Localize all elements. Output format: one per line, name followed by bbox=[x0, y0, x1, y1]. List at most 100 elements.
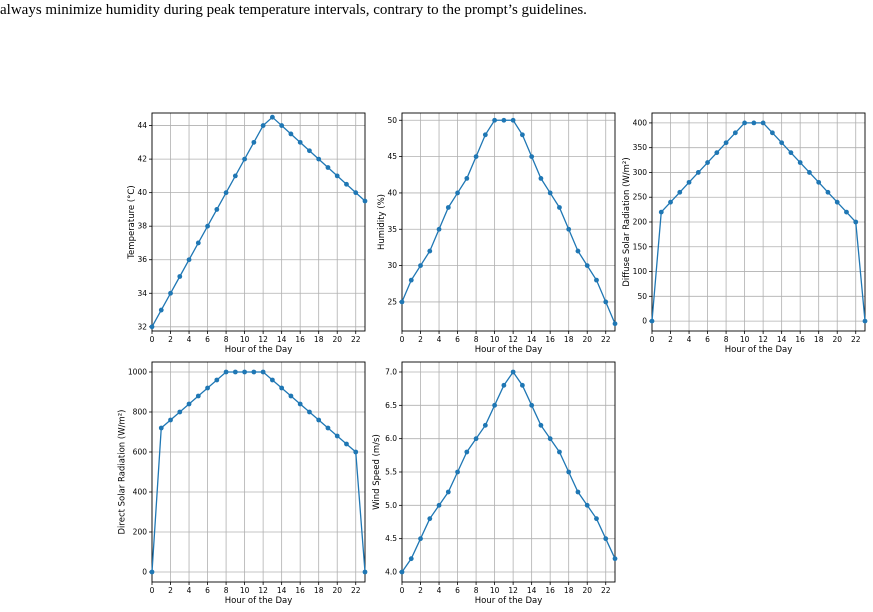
data-point bbox=[510, 117, 516, 123]
chart-panel-3: 0 2 4 6 8 10 12 14 16 18 20 22 0 50 100 150 200 250 300 350… bbox=[622, 112, 868, 355]
data-point bbox=[177, 274, 183, 279]
y-tick-label: 42 bbox=[137, 155, 147, 164]
x-tick-label: 0 bbox=[150, 335, 155, 344]
data-point bbox=[418, 263, 423, 268]
plot-frame bbox=[651, 112, 866, 332]
data-point bbox=[260, 123, 266, 128]
data-point bbox=[658, 209, 664, 215]
data-point bbox=[501, 382, 507, 388]
x-tick-label: 6 bbox=[705, 335, 710, 344]
data-point bbox=[186, 401, 192, 407]
data-point bbox=[316, 417, 322, 423]
x-tick-label: 16 bbox=[795, 335, 805, 344]
x-tick-label: 20 bbox=[832, 335, 842, 344]
x-tick-label: 4 bbox=[437, 586, 442, 595]
data-point bbox=[362, 198, 368, 204]
data-point bbox=[501, 117, 507, 123]
x-tick-label: 6 bbox=[205, 586, 210, 595]
data-point bbox=[519, 132, 525, 138]
data-point bbox=[742, 120, 748, 126]
data-point bbox=[168, 417, 173, 423]
plot-frame bbox=[401, 112, 616, 332]
data-point bbox=[149, 324, 155, 330]
y-axis-label: Diffuse Solar Radiation (W/m²) bbox=[622, 157, 632, 286]
data-point bbox=[584, 502, 590, 508]
x-tick-label: 6 bbox=[455, 335, 460, 344]
x-tick-label: 14 bbox=[527, 586, 537, 595]
data-point bbox=[214, 207, 220, 212]
y-tick-label: 6.5 bbox=[385, 401, 397, 410]
data-point bbox=[825, 189, 831, 195]
data-point bbox=[464, 176, 470, 181]
data-point bbox=[297, 401, 303, 407]
data-point bbox=[362, 569, 368, 575]
y-tick-label: 0 bbox=[142, 568, 147, 577]
x-tick-label: 2 bbox=[168, 586, 173, 595]
data-point bbox=[269, 377, 275, 383]
x-tick-label: 18 bbox=[564, 335, 574, 344]
data-point bbox=[269, 114, 275, 120]
y-tick-label: 45 bbox=[387, 152, 397, 161]
data-point bbox=[844, 209, 849, 215]
data-point bbox=[427, 248, 433, 254]
y-tick-label: 150 bbox=[633, 242, 648, 251]
data-point bbox=[538, 176, 544, 181]
data-point bbox=[205, 223, 210, 229]
data-point bbox=[769, 130, 775, 136]
y-tick-label: 800 bbox=[133, 408, 148, 417]
plot-frame bbox=[151, 112, 366, 332]
plot-frame bbox=[401, 361, 616, 583]
data-point bbox=[334, 173, 340, 179]
x-tick-label: 6 bbox=[455, 586, 460, 595]
data-point bbox=[325, 165, 331, 170]
x-tick-label: 16 bbox=[295, 335, 305, 344]
data-point bbox=[436, 502, 442, 508]
x-tick-label: 18 bbox=[564, 586, 574, 595]
x-tick-label: 18 bbox=[314, 586, 324, 595]
chart-panel-1: 0 2 4 6 8 10 12 14 16 18 20 22 32 34 36 38 40 42 44 Hour of… bbox=[127, 112, 368, 355]
data-point bbox=[242, 369, 248, 375]
data-point bbox=[566, 226, 572, 232]
data-point bbox=[158, 307, 164, 313]
data-point bbox=[223, 369, 229, 375]
y-tick-label: 38 bbox=[137, 222, 147, 231]
y-axis-label: Humidity (%) bbox=[377, 194, 387, 250]
y-tick-label: 32 bbox=[137, 322, 147, 331]
y-tick-label: 30 bbox=[387, 261, 397, 270]
x-tick-label: 20 bbox=[332, 335, 342, 344]
data-point bbox=[677, 189, 683, 195]
data-point bbox=[649, 318, 655, 324]
data-point bbox=[482, 422, 488, 428]
data-point bbox=[242, 156, 248, 162]
x-tick-label: 10 bbox=[240, 586, 250, 595]
plot-frame bbox=[151, 361, 366, 583]
series-line bbox=[401, 370, 616, 573]
data-point bbox=[612, 321, 618, 327]
data-point bbox=[177, 409, 183, 415]
data-point bbox=[529, 154, 535, 160]
data-point bbox=[557, 449, 562, 455]
data-point bbox=[436, 226, 442, 232]
data-point bbox=[205, 385, 210, 391]
y-tick-label: 5.0 bbox=[385, 501, 397, 510]
data-point bbox=[418, 536, 423, 542]
data-point bbox=[455, 190, 460, 196]
data-point bbox=[807, 170, 812, 175]
data-point bbox=[464, 449, 470, 455]
data-point bbox=[668, 199, 673, 205]
x-tick-label: 2 bbox=[418, 586, 423, 595]
data-point bbox=[158, 425, 164, 431]
y-axis-label: Temperature (°C) bbox=[127, 185, 137, 259]
data-point bbox=[575, 248, 581, 254]
x-tick-label: 22 bbox=[351, 586, 361, 595]
data-point bbox=[195, 393, 201, 399]
data-point bbox=[232, 369, 238, 375]
y-tick-label: 50 bbox=[637, 292, 647, 301]
data-point bbox=[353, 190, 359, 196]
chart-panel-2: 0 2 4 6 8 10 12 14 16 18 20 22 25 30 35 40 45 50 Hour of t… bbox=[377, 112, 618, 355]
data-point bbox=[316, 156, 322, 162]
y-tick-label: 40 bbox=[387, 188, 397, 197]
x-tick-label: 14 bbox=[277, 586, 287, 595]
data-point bbox=[279, 385, 285, 391]
